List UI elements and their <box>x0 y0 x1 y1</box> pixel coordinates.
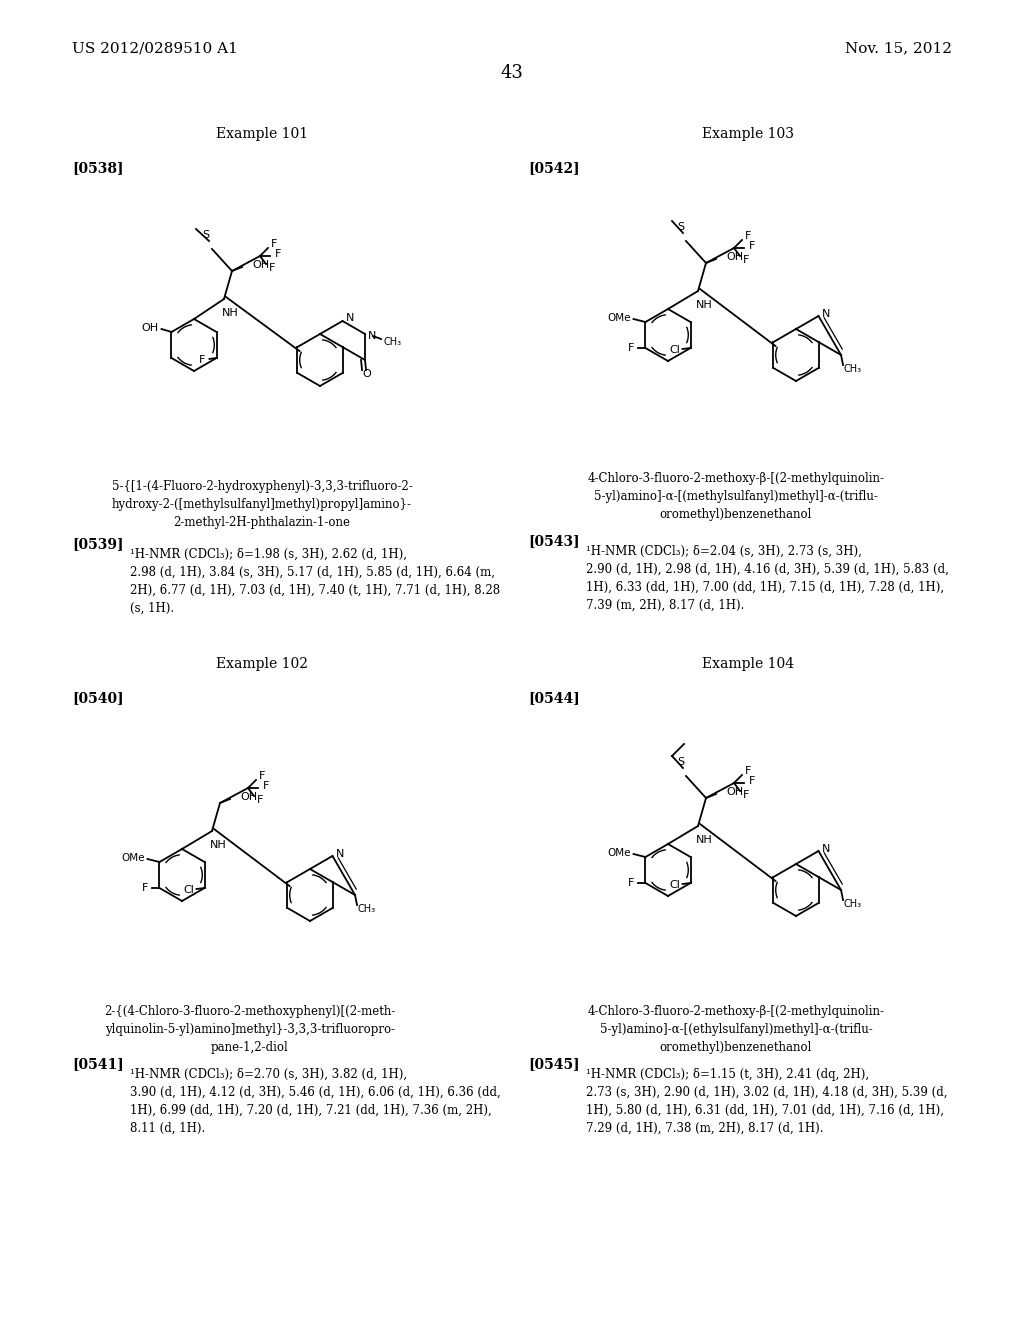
Text: 43: 43 <box>501 63 523 82</box>
Text: S: S <box>678 756 685 767</box>
Text: F: F <box>742 789 750 800</box>
Text: CH₃: CH₃ <box>357 904 375 913</box>
Text: NH: NH <box>696 836 713 845</box>
Text: ¹H-NMR (CDCl₃); δ=2.70 (s, 3H), 3.82 (d, 1H),
3.90 (d, 1H), 4.12 (d, 3H), 5.46 (: ¹H-NMR (CDCl₃); δ=2.70 (s, 3H), 3.82 (d,… <box>130 1068 501 1135</box>
Text: F: F <box>744 231 752 242</box>
Text: 4-Chloro-3-fluoro-2-methoxy-β-[(2-methylquinolin-
5-yl)amino]-α-[(ethylsulfanyl): 4-Chloro-3-fluoro-2-methoxy-β-[(2-methyl… <box>588 1005 885 1053</box>
Text: OH: OH <box>726 787 743 797</box>
Text: Nov. 15, 2012: Nov. 15, 2012 <box>845 41 952 55</box>
Text: [0538]: [0538] <box>72 161 124 176</box>
Text: F: F <box>629 343 635 352</box>
Text: OH: OH <box>726 252 743 261</box>
Text: [0544]: [0544] <box>528 690 580 705</box>
Text: OH: OH <box>240 792 257 803</box>
Text: F: F <box>263 781 269 791</box>
Text: Example 102: Example 102 <box>216 657 308 671</box>
Text: N: N <box>336 849 344 859</box>
Text: N: N <box>345 313 354 323</box>
Text: N: N <box>368 331 377 341</box>
Text: OMe: OMe <box>122 853 145 863</box>
Text: O: O <box>362 370 372 379</box>
Text: US 2012/0289510 A1: US 2012/0289510 A1 <box>72 41 238 55</box>
Text: OH: OH <box>252 260 269 271</box>
Text: S: S <box>203 230 210 240</box>
Text: Example 103: Example 103 <box>702 127 794 141</box>
Text: F: F <box>742 255 750 265</box>
Text: S: S <box>678 222 685 232</box>
Text: ¹H-NMR (CDCl₃); δ=1.98 (s, 3H), 2.62 (d, 1H),
2.98 (d, 1H), 3.84 (s, 3H), 5.17 (: ¹H-NMR (CDCl₃); δ=1.98 (s, 3H), 2.62 (d,… <box>130 548 500 615</box>
Text: F: F <box>270 239 278 249</box>
Text: CH₃: CH₃ <box>843 364 861 374</box>
Text: F: F <box>259 771 265 781</box>
Text: [0542]: [0542] <box>528 161 580 176</box>
Text: N: N <box>821 843 829 854</box>
Text: OMe: OMe <box>607 313 631 323</box>
Text: ¹H-NMR (CDCl₃); δ=2.04 (s, 3H), 2.73 (s, 3H),
2.90 (d, 1H), 2.98 (d, 1H), 4.16 (: ¹H-NMR (CDCl₃); δ=2.04 (s, 3H), 2.73 (s,… <box>586 545 949 612</box>
Text: OH: OH <box>141 323 158 333</box>
Text: N: N <box>821 309 829 319</box>
Text: [0539]: [0539] <box>72 537 124 550</box>
Text: Example 104: Example 104 <box>701 657 794 671</box>
Text: F: F <box>749 242 755 251</box>
Text: F: F <box>629 878 635 888</box>
Text: [0545]: [0545] <box>528 1057 580 1071</box>
Text: Cl: Cl <box>669 880 680 890</box>
Text: F: F <box>269 263 275 273</box>
Text: NH: NH <box>210 840 226 850</box>
Text: Cl: Cl <box>183 884 194 895</box>
Text: F: F <box>749 776 755 785</box>
Text: CH₃: CH₃ <box>383 337 401 347</box>
Text: NH: NH <box>222 308 239 318</box>
Text: [0543]: [0543] <box>528 535 580 548</box>
Text: OMe: OMe <box>607 847 631 858</box>
Text: Example 101: Example 101 <box>216 127 308 141</box>
Text: ¹H-NMR (CDCl₃); δ=1.15 (t, 3H), 2.41 (dq, 2H),
2.73 (s, 3H), 2.90 (d, 1H), 3.02 : ¹H-NMR (CDCl₃); δ=1.15 (t, 3H), 2.41 (dq… <box>586 1068 947 1135</box>
Text: 5-{[1-(4-Fluoro-2-hydroxyphenyl)-3,3,3-trifluoro-2-
hydroxy-2-([methylsulfanyl]m: 5-{[1-(4-Fluoro-2-hydroxyphenyl)-3,3,3-t… <box>112 480 413 529</box>
Text: CH₃: CH₃ <box>843 899 861 909</box>
Text: F: F <box>142 883 148 894</box>
Text: F: F <box>744 766 752 776</box>
Text: 4-Chloro-3-fluoro-2-methoxy-β-[(2-methylquinolin-
5-yl)amino]-α-[(methylsulfanyl: 4-Chloro-3-fluoro-2-methoxy-β-[(2-methyl… <box>588 473 885 521</box>
Text: F: F <box>274 249 282 259</box>
Text: [0540]: [0540] <box>72 690 124 705</box>
Text: F: F <box>257 795 263 805</box>
Text: 2-{(4-Chloro-3-fluoro-2-methoxyphenyl)[(2-meth-
ylquinolin-5-yl)amino]methyl}-3,: 2-{(4-Chloro-3-fluoro-2-methoxyphenyl)[(… <box>104 1005 395 1053</box>
Text: NH: NH <box>696 300 713 310</box>
Text: Cl: Cl <box>669 345 680 355</box>
Text: [0541]: [0541] <box>72 1057 124 1071</box>
Text: F: F <box>200 355 206 366</box>
